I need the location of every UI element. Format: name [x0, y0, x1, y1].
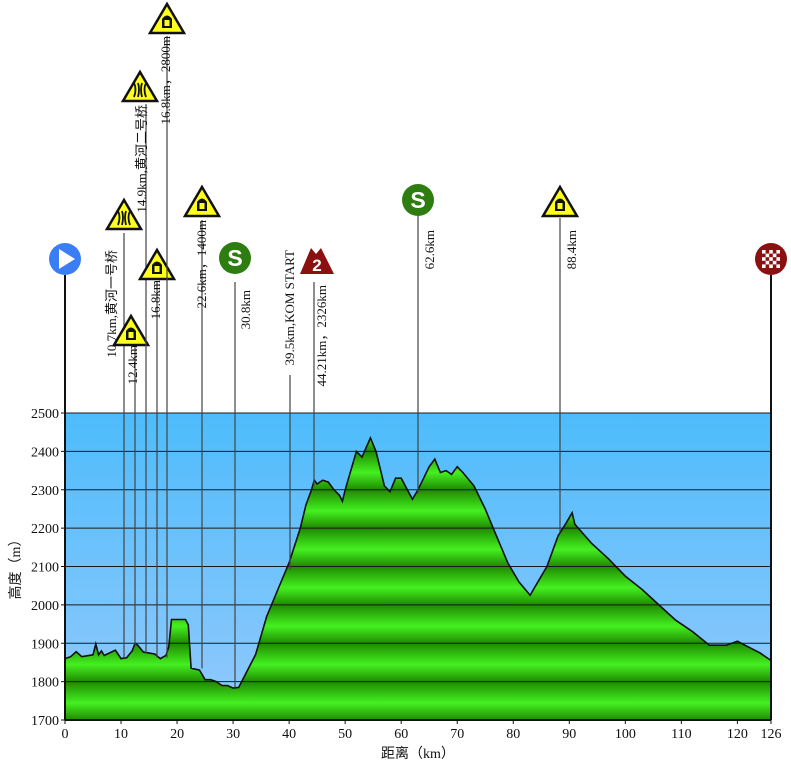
x-tick-label: 10	[114, 727, 128, 742]
checker-square	[772, 253, 777, 258]
x-tick-label: 120	[727, 727, 748, 742]
marker-label: 44.21km，2326km	[314, 285, 329, 386]
elevation-area	[65, 437, 771, 720]
x-tick-label: 110	[671, 727, 691, 742]
sprint-circle	[402, 184, 434, 216]
marker-label: 14.9km,黄河二号桥	[134, 105, 149, 213]
marker-label: 30.8km	[238, 290, 253, 329]
x-tick-label: 70	[450, 727, 464, 742]
checker-square	[769, 257, 773, 261]
x-axis-label: 距离（km）	[381, 745, 455, 762]
sprint-icon: S	[219, 242, 251, 274]
sprint-icon: S	[402, 184, 434, 216]
marker-tunnel-icon: 22.6km，1400m	[182, 184, 222, 669]
warning-triangle	[120, 69, 160, 103]
play-triangle	[59, 249, 75, 269]
sprint-letter: S	[227, 245, 242, 271]
checker-square	[776, 250, 780, 254]
checker-square	[769, 264, 773, 268]
y-tick-label: 2400	[31, 445, 59, 460]
x-tick-label: 60	[394, 727, 408, 742]
marker-tunnel-icon: 16.8km	[137, 247, 177, 658]
tunnel-opening	[199, 203, 205, 209]
marker-tunnel-icon: 12.4km	[111, 313, 151, 645]
tunnel-icon	[182, 184, 222, 218]
finish-icon	[755, 243, 787, 275]
x-tick-label: 50	[338, 727, 352, 742]
checker-square	[769, 250, 773, 254]
checker-square	[776, 264, 780, 268]
checker-square	[765, 260, 770, 265]
tunnel-opening	[164, 20, 170, 26]
x-tick-label: 126	[761, 727, 782, 742]
checker-square	[762, 257, 766, 261]
x-tick-label: 30	[226, 727, 240, 742]
y-tick-label: 2000	[31, 599, 59, 614]
kom-category-number: 2	[312, 256, 321, 275]
x-tick-label: 90	[562, 727, 576, 742]
checker-square	[765, 253, 770, 258]
marker-label: 12.4km	[125, 345, 140, 384]
x-tick-label: 0	[62, 727, 69, 742]
marker-label: 16.8km，2800m	[158, 36, 173, 124]
marker-tunnel-icon: 88.4km	[540, 184, 580, 533]
marker-label: 39.5km,KOM START	[282, 250, 297, 366]
bridge-icon	[120, 69, 160, 103]
bridge-icon	[104, 197, 144, 231]
checker-square	[772, 260, 777, 265]
checker-square	[762, 264, 766, 268]
y-axis-label: 高度（m）	[7, 533, 24, 600]
tunnel-opening	[557, 203, 563, 209]
y-tick-label: 1800	[31, 676, 59, 691]
marker-label: 10.7km,黄河一号桥	[104, 250, 119, 358]
tunnel-icon	[111, 313, 151, 347]
x-tick-label: 40	[282, 727, 296, 742]
start-icon	[49, 243, 81, 275]
y-tick-label: 1700	[31, 714, 59, 729]
marker-sprint-icon: S 62.6km	[402, 184, 437, 494]
y-tick-label: 2200	[31, 522, 59, 537]
marker-bridge-icon: 10.7km,黄河一号桥	[104, 197, 144, 659]
marker-kom-category-icon: 2 44.21km，2326km	[300, 248, 334, 486]
elevation-line	[64, 435, 772, 689]
y-tick-label: 1900	[31, 637, 59, 652]
marker-tunnel-icon: 16.8km，2800m	[147, 1, 187, 658]
y-tick-label: 2100	[31, 561, 59, 576]
tunnel-icon	[147, 1, 187, 35]
warning-triangle	[104, 197, 144, 231]
marker-kom-start: 39.5km,KOM START	[282, 250, 297, 570]
x-tick-label: 20	[170, 727, 184, 742]
x-tick-label: 80	[506, 727, 520, 742]
tunnel-icon	[137, 247, 177, 281]
bridge-lines	[133, 82, 147, 98]
sprint-letter: S	[410, 187, 425, 213]
marker-label: 62.6km	[422, 230, 437, 269]
checker-square	[776, 257, 780, 261]
marker-label: 88.4km	[564, 230, 579, 269]
x-tick-label: 100	[615, 727, 636, 742]
marker-label: 22.6km，1400m	[194, 220, 209, 308]
tunnel-opening	[154, 266, 160, 272]
kom-category-icon: 2	[300, 248, 334, 275]
checker-square	[762, 250, 766, 254]
y-tick-label: 2300	[31, 484, 59, 499]
marker-bridge-icon: 14.9km,黄河二号桥	[120, 69, 160, 653]
marker-finish-icon	[755, 243, 787, 720]
marker-label: 16.8km	[148, 280, 163, 319]
y-tick-label: 2500	[31, 407, 59, 422]
sprint-circle	[219, 242, 251, 274]
bridge-lines	[117, 210, 131, 226]
mountain-shape	[300, 248, 334, 274]
tunnel-opening	[128, 332, 134, 338]
tunnel-icon	[540, 184, 580, 218]
marker-sprint-icon: S 30.8km	[219, 242, 253, 688]
